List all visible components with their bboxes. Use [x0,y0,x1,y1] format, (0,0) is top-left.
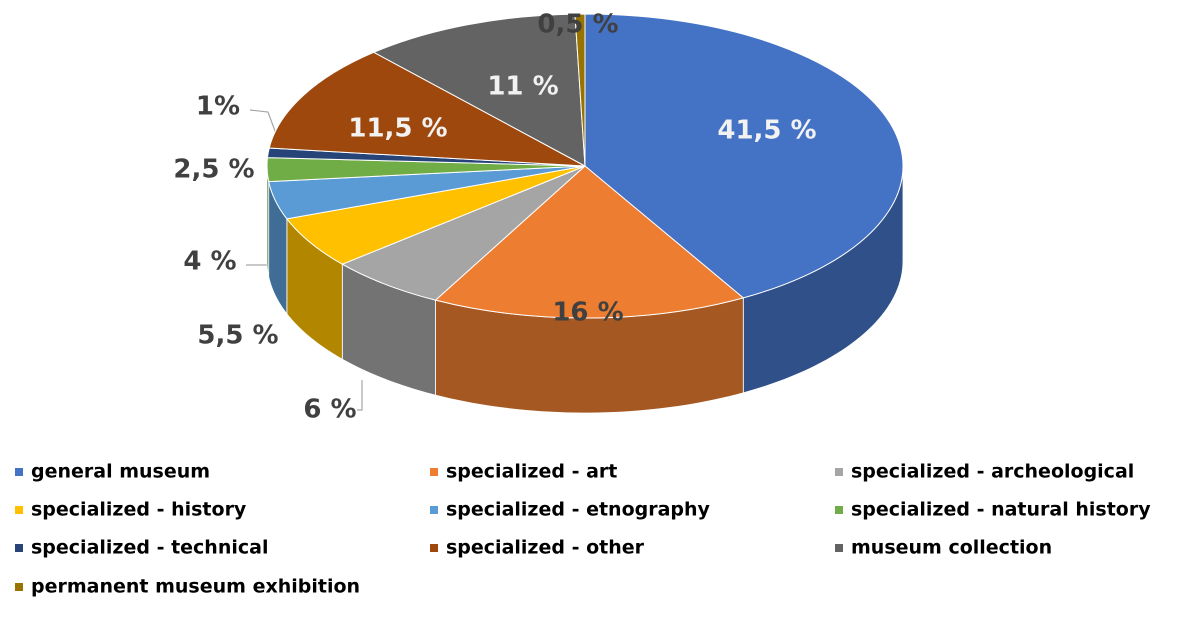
data-label: 1% [196,92,240,122]
legend-label: specialized - history [31,499,247,521]
pie-slice [574,13,586,167]
legend-swatch [430,468,438,476]
pie-slice [584,13,904,299]
legend-label: specialized - technical [31,537,268,559]
data-label: 11 % [487,72,558,102]
pie-sides [266,165,904,414]
legend-swatch [15,468,23,476]
data-label: 5,5 % [197,321,278,351]
legend-swatch [430,544,438,552]
legend-swatch [835,544,843,552]
legend-swatch [15,544,23,552]
legend-label: specialized - etnography [446,499,711,521]
legend-label: permanent museum exhibition [31,576,360,598]
pie-slice [372,13,586,167]
legend-label: specialized - natural history [851,499,1151,521]
legend-swatch [15,506,23,514]
data-label: 4 % [183,247,236,277]
data-label: 16 % [552,298,623,328]
legend-swatch [835,506,843,514]
legend-swatch [15,583,23,591]
legend-swatch [430,506,438,514]
legend-label: specialized - other [446,537,645,559]
leader-line [357,380,363,411]
data-label: 11,5 % [348,114,447,144]
legend-label: specialized - archeological [851,461,1134,483]
legend-label: general museum [31,461,210,483]
data-label: 0,5 % [537,10,618,40]
legend-label: specialized - art [446,461,617,483]
legend-swatch [835,468,843,476]
pie-slice [268,51,586,167]
pie-slice [341,165,586,301]
pie-tops [266,13,904,319]
legend-label: museum collection [851,537,1052,559]
data-label: 41,5 % [717,116,816,146]
pie-slice [434,165,745,319]
data-label: 6 % [303,395,356,425]
data-label: 2,5 % [173,155,254,185]
